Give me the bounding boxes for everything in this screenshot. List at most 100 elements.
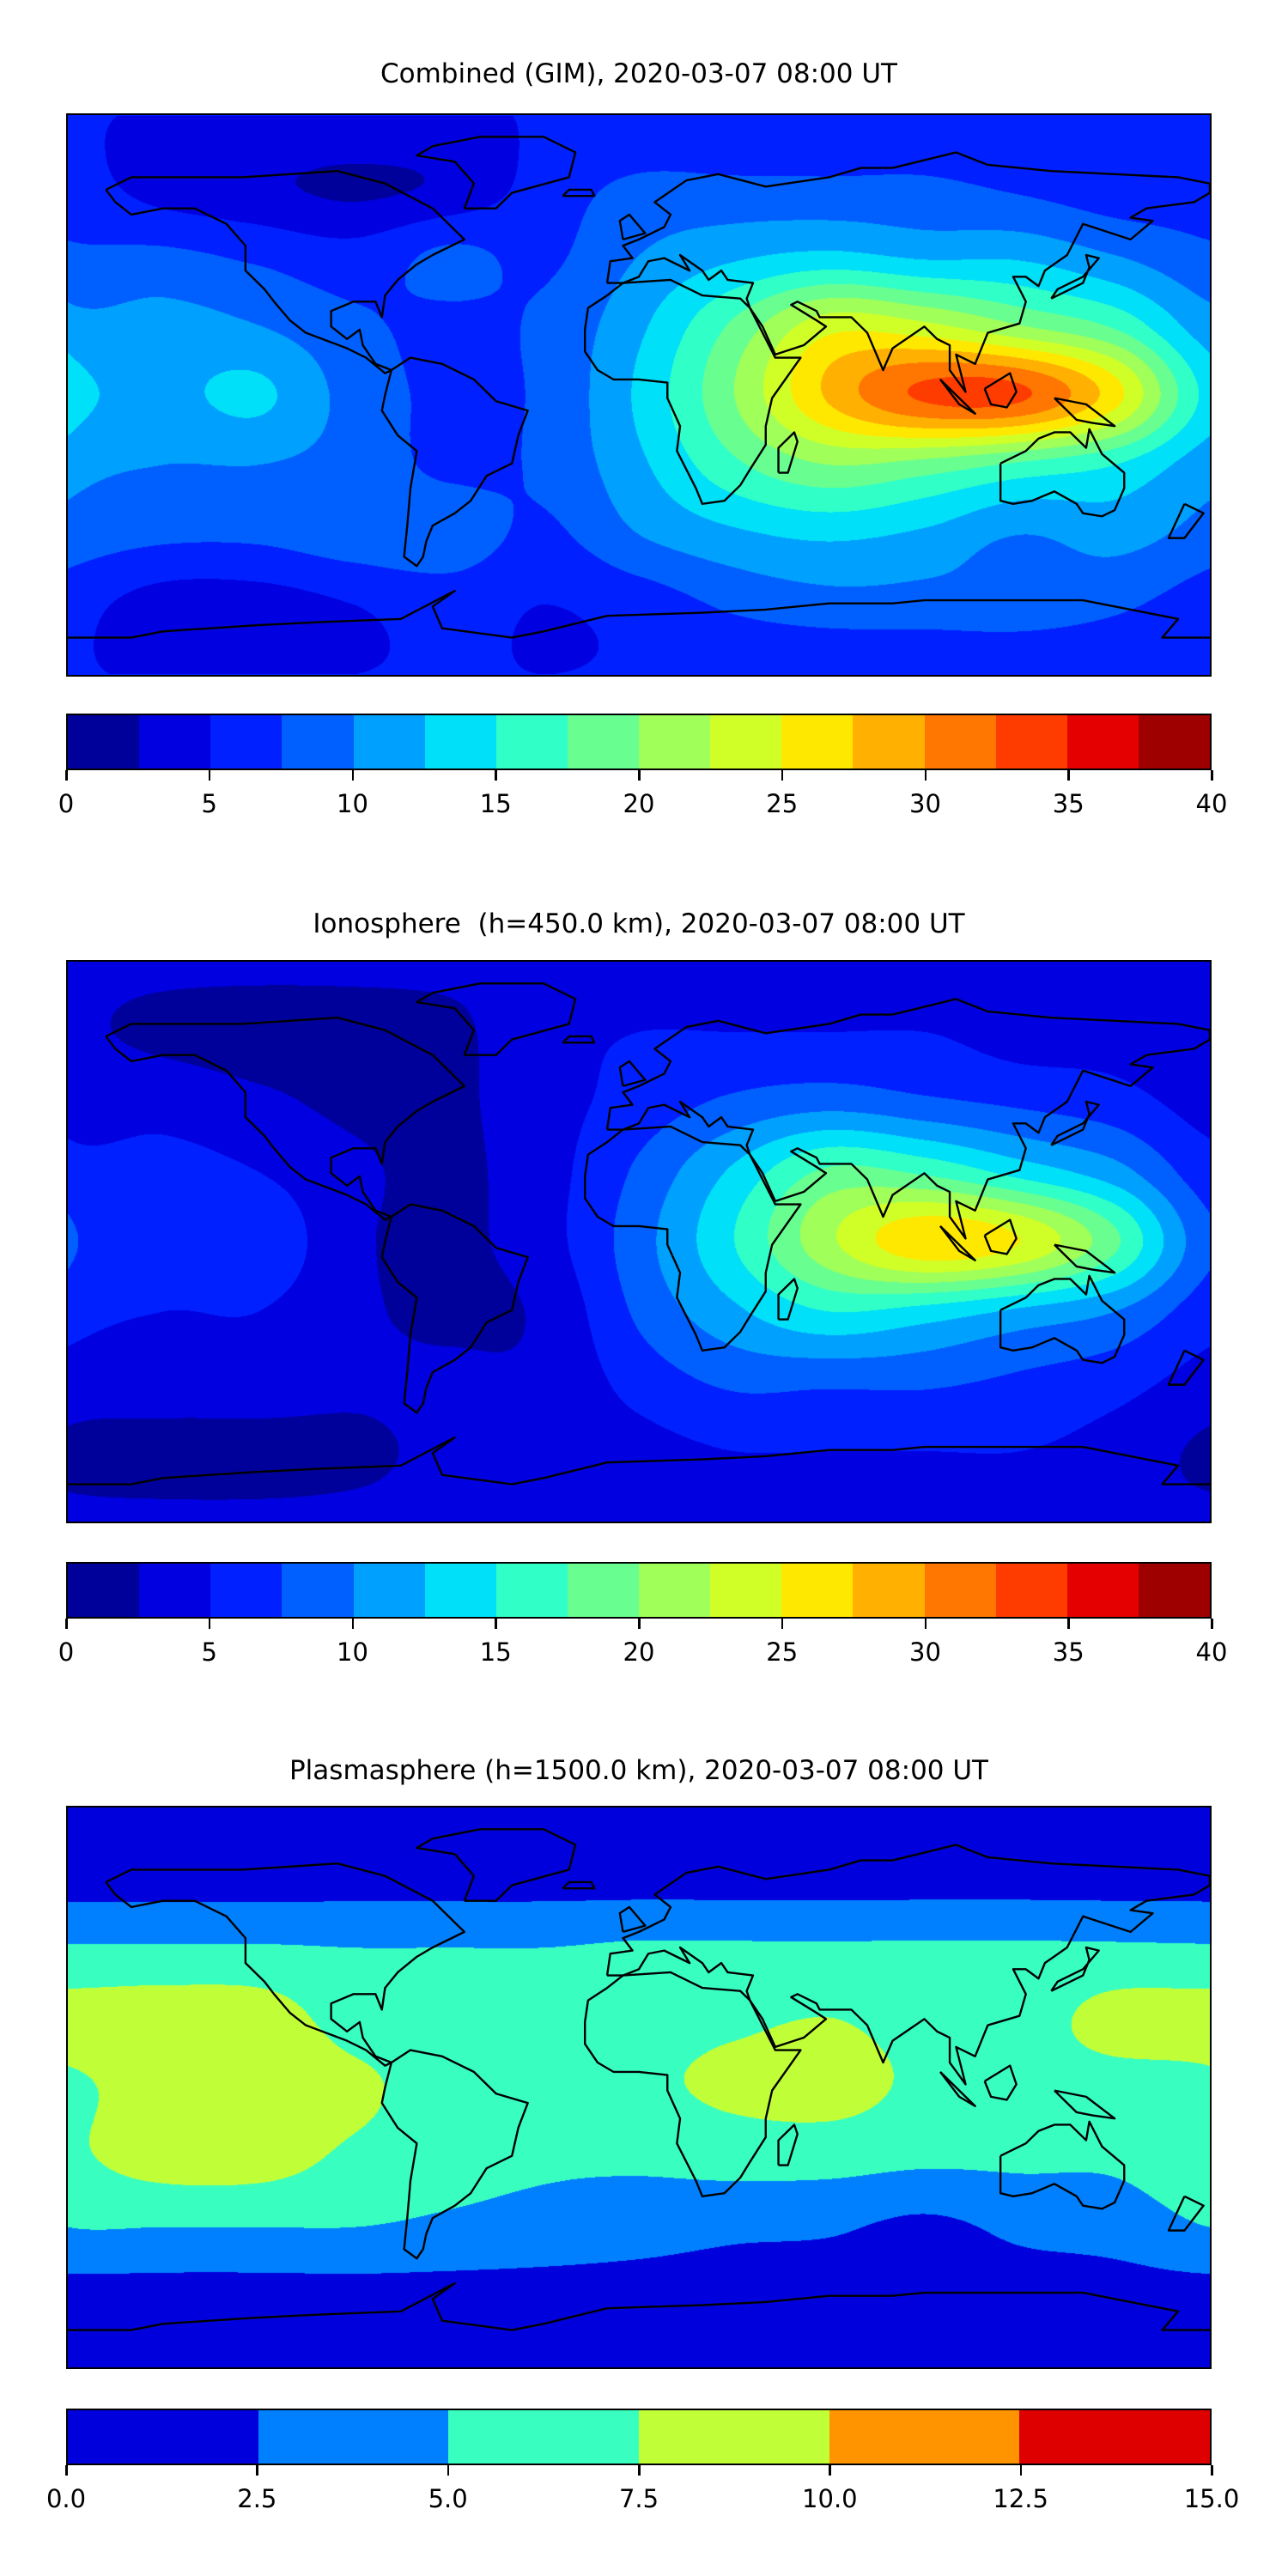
colorbar-segment-2.5-5 — [258, 2410, 449, 2464]
coastline-africa — [585, 280, 800, 504]
coastline-sumatra — [940, 1226, 975, 1261]
colorbar-tick-label: 35 — [1052, 789, 1084, 818]
coastlines — [68, 1807, 1210, 2367]
colorbar-tick-label: 40 — [1195, 1637, 1228, 1667]
colorbar — [66, 2409, 1212, 2465]
coastline-africa — [585, 1972, 800, 2196]
coastline-borneo — [985, 2066, 1017, 2100]
colorbar-tick-label: 20 — [623, 789, 655, 818]
colorbar-segment-25-27.5 — [781, 715, 854, 769]
colorbar-segment-10-12.5 — [353, 715, 425, 769]
colorbar-tick-label: 0.0 — [46, 2484, 87, 2513]
coastline-antarctica — [68, 591, 1210, 637]
tec-map — [66, 960, 1212, 1523]
coastline-japan — [1051, 1947, 1098, 1991]
colorbar — [66, 714, 1212, 770]
chart-title: Combined (GIM), 2020-03-07 08:00 UT — [380, 58, 897, 89]
colorbar-segment-22.5-25 — [710, 1564, 782, 1617]
colorbar-tick-label: 5.0 — [428, 2484, 468, 2513]
colorbar-tick-mark — [1211, 1619, 1213, 1629]
colorbar-segment-37.5-40 — [1138, 1564, 1210, 1617]
colorbar-ticks: 0 5 10 15 20 25 30 35 40 — [58, 1619, 1227, 1670]
colorbar-segment-0-2.5 — [68, 1564, 140, 1617]
colorbar-segment-2.5-5 — [139, 715, 211, 769]
coastline-new-guinea — [1054, 2091, 1115, 2119]
colorbar-tick-mark — [256, 2465, 258, 2476]
coastline-new-zealand — [1169, 1351, 1204, 1385]
colorbar-tick-mark — [65, 1619, 68, 1629]
colorbar-segment-15-17.5 — [495, 1564, 568, 1617]
colorbar-tick-label: 10 — [337, 789, 368, 818]
colorbar-segment-17.5-20 — [567, 1564, 639, 1617]
colorbar-tick-label: 25 — [766, 789, 799, 818]
colorbar-tick-label: 0 — [58, 1637, 75, 1667]
colorbar-tick-mark — [781, 770, 784, 781]
chart-title: Ionosphere (h=450.0 km), 2020-03-07 08:0… — [313, 908, 965, 939]
colorbar — [66, 1562, 1212, 1619]
coastline-borneo — [985, 1220, 1017, 1255]
colorbar-tick-label: 7.5 — [618, 2484, 659, 2513]
coastline-japan — [1051, 255, 1098, 299]
colorbar-segment-35-37.5 — [1066, 715, 1139, 769]
colorbar-tick-label: 20 — [623, 1637, 655, 1667]
colorbar-tick-label: 10.0 — [802, 2484, 858, 2513]
colorbar-segment-32.5-35 — [995, 715, 1067, 769]
coastline-south-america — [382, 358, 528, 567]
chart-title: Plasmasphere (h=1500.0 km), 2020-03-07 0… — [289, 1755, 988, 1786]
colorbar-tick-mark — [351, 770, 354, 781]
colorbar-tick-mark — [208, 1619, 211, 1629]
colorbar-tick-mark — [781, 1619, 784, 1629]
coastlines — [68, 115, 1210, 675]
colorbar-tick-label: 2.5 — [237, 2484, 277, 2513]
coastline-australia — [1000, 2122, 1124, 2208]
colorbar-segment-5-7.5 — [210, 715, 283, 769]
colorbar-tick-label: 12.5 — [993, 2484, 1048, 2513]
colorbar-tick-mark — [495, 1619, 497, 1629]
colorbar-tick-mark — [208, 770, 211, 781]
coastline-eurasia — [607, 1844, 1210, 2084]
colorbar-segment-12.5-15 — [424, 715, 496, 769]
colorbar-tick-mark — [638, 1619, 641, 1629]
colorbar-segment-0-2.5 — [68, 715, 140, 769]
coastline-new-guinea — [1054, 1245, 1115, 1273]
colorbar-tick-mark — [65, 2465, 68, 2476]
colorbar-tick-mark — [924, 1619, 927, 1629]
coastline-sumatra — [940, 380, 975, 414]
coastline-antarctica — [68, 2283, 1210, 2330]
coastline-new-zealand — [1169, 2196, 1204, 2231]
colorbar-segment-7.5-10 — [282, 715, 354, 769]
coastline-north-america — [106, 1863, 464, 2065]
coastline-greenland — [416, 137, 575, 208]
coastline-borneo — [985, 374, 1017, 408]
coastline-iceland — [562, 1036, 594, 1042]
colorbar-segment-12.5-15 — [424, 1564, 496, 1617]
colorbar-tick-label: 15 — [479, 789, 512, 818]
colorbar-tick-label: 5 — [201, 1637, 217, 1667]
colorbar-segment-17.5-20 — [567, 715, 639, 769]
coastline-africa — [585, 1127, 800, 1351]
colorbar-tick-label: 30 — [909, 1637, 941, 1667]
coastline-japan — [1051, 1102, 1098, 1145]
colorbar-tick-mark — [1067, 1619, 1070, 1629]
colorbar-tick-label: 25 — [766, 1637, 799, 1667]
colorbar-segment-5-7.5 — [448, 2410, 640, 2464]
coastline-antarctica — [68, 1437, 1210, 1484]
colorbar-tick-label: 35 — [1052, 1637, 1084, 1667]
colorbar-tick-label: 10 — [337, 1637, 368, 1667]
colorbar-segment-10-12.5 — [353, 1564, 425, 1617]
colorbar-tick-label: 15 — [479, 1637, 512, 1667]
colorbar-segment-7.5-10 — [282, 1564, 354, 1617]
coastline-sumatra — [940, 2072, 975, 2106]
colorbar-segment-35-37.5 — [1066, 1564, 1139, 1617]
coastline-south-america — [382, 2050, 528, 2259]
colorbar-tick-mark — [1211, 770, 1213, 781]
colorbar-segment-7.5-10 — [639, 2410, 829, 2464]
coastlines — [68, 962, 1210, 1522]
coastline-north-america — [106, 171, 464, 373]
colorbar-tick-mark — [1019, 2465, 1023, 2476]
colorbar-segment-25-27.5 — [781, 1564, 854, 1617]
coastline-iceland — [562, 1882, 594, 1888]
colorbar-segment-32.5-35 — [995, 1564, 1067, 1617]
colorbar-tick-mark — [924, 770, 927, 781]
tec-map — [66, 113, 1212, 677]
